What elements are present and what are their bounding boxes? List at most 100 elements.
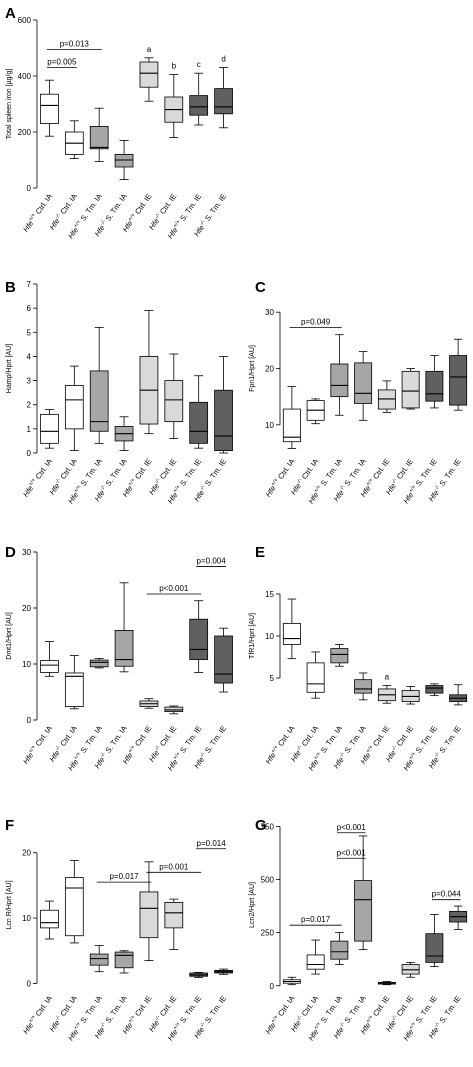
box-2	[330, 932, 349, 965]
genotype-superscript: -/-	[154, 744, 162, 752]
treatment: Ctrl. IE	[394, 457, 416, 483]
box-iqr	[189, 95, 209, 116]
treatment: S. Tm. IA	[102, 724, 128, 756]
treatment: Ctrl. IE	[157, 192, 179, 218]
panel-letter: B	[5, 279, 16, 296]
genotype-superscript: -/-	[433, 484, 441, 492]
treatment: Ctrl. IE	[132, 457, 154, 483]
genotype-superscript: -/-	[54, 1014, 62, 1022]
genotype-superscript: +/+	[408, 1021, 418, 1032]
genotype-superscript: -/-	[199, 219, 207, 227]
p-value-label: p=0.013	[60, 39, 90, 48]
significance-letter: d	[221, 55, 225, 64]
box-0	[40, 900, 59, 940]
box-5	[164, 353, 184, 439]
treatment: Ctrl. IA	[299, 457, 321, 483]
y-tick-label: 10	[265, 632, 274, 641]
box-0	[282, 598, 301, 660]
treatment: Ctrl. IE	[157, 457, 179, 483]
treatment: S. Tm. IE	[436, 994, 462, 1026]
genotype-superscript: -/-	[99, 484, 107, 492]
treatment: S. Tm. IE	[436, 457, 462, 489]
treatment: S. Tm. IE	[202, 192, 228, 224]
box-5	[164, 898, 184, 950]
box-iqr	[425, 370, 444, 402]
box-1	[306, 939, 325, 975]
genotype-superscript: -/-	[338, 1021, 346, 1029]
genotype-superscript: -/-	[99, 1021, 107, 1029]
genotype-superscript: -/-	[199, 484, 207, 492]
treatment: S. Tm. IA	[102, 192, 128, 224]
box-4	[139, 57, 159, 102]
y-tick-label: 10	[265, 421, 274, 430]
genotype-superscript: -/-	[154, 1014, 162, 1022]
y-tick-label: 30	[265, 308, 274, 317]
y-tick-label: 1	[27, 425, 32, 434]
treatment: Ctrl. IA	[32, 192, 54, 218]
y-tick-label: 10	[22, 660, 31, 669]
treatment: Ctrl. IA	[275, 724, 297, 750]
box-2	[330, 644, 349, 667]
treatment: Ctrl. IE	[157, 994, 179, 1020]
box-iqr	[64, 877, 84, 937]
box-iqr	[330, 648, 349, 664]
box-1	[64, 860, 84, 944]
treatment: Ctrl. IA	[32, 457, 54, 483]
box-7	[214, 968, 233, 975]
box-iqr	[377, 389, 396, 410]
treatment: S. Tm. IA	[102, 457, 128, 489]
treatment: Ctrl. IE	[370, 994, 392, 1020]
y-tick-label: 500	[261, 876, 275, 885]
p-value-label: p=0.044	[432, 890, 462, 899]
box-2	[89, 107, 109, 162]
genotype-superscript: -/-	[391, 1014, 399, 1022]
significance-letter: a	[385, 673, 390, 682]
box-5	[401, 686, 420, 705]
box-4	[377, 981, 396, 986]
genotype-superscript: -/-	[199, 751, 207, 759]
treatment: S. Tm. IE	[202, 994, 228, 1026]
genotype-superscript: +/+	[28, 477, 38, 488]
genotype-superscript: +/+	[73, 1021, 83, 1032]
box-3	[114, 582, 134, 673]
genotype-superscript: -/-	[199, 1021, 207, 1029]
y-tick-label: 750	[261, 822, 275, 831]
treatment: S. Tm. IE	[177, 994, 203, 1026]
genotype-superscript: +/+	[172, 751, 182, 762]
significance-letter: b	[172, 62, 177, 71]
y-axis-label: Hamp/Hprt [AU]	[6, 344, 13, 393]
genotype-superscript: +/+	[270, 1014, 280, 1025]
y-tick-label: 200	[18, 128, 32, 137]
genotype-superscript: -/-	[99, 219, 107, 227]
box-1	[64, 365, 84, 451]
box-iqr	[40, 909, 59, 929]
box-iqr	[214, 88, 233, 115]
genotype-superscript: -/-	[296, 477, 304, 485]
genotype-superscript: -/-	[391, 744, 399, 752]
y-axis-label: Lcn2/Hprt [AU]	[249, 882, 256, 928]
box-iqr	[214, 635, 233, 684]
box-0	[282, 386, 301, 449]
box-7	[214, 356, 233, 454]
box-iqr	[64, 672, 84, 707]
y-tick-label: 400	[18, 72, 32, 81]
genotype-superscript: +/+	[408, 751, 418, 762]
significance-letter: c	[197, 60, 201, 69]
box-2	[89, 327, 109, 444]
box-iqr	[189, 618, 209, 660]
box-5	[164, 74, 184, 139]
box-iqr	[330, 363, 349, 398]
box-iqr	[40, 413, 59, 444]
treatment: Ctrl. IA	[57, 192, 79, 218]
treatment: S. Tm. IE	[177, 724, 203, 756]
box-6	[425, 914, 444, 968]
panel-g: G 0 250 500 750 Lcn2/Hprt [AU] p=0.017 p<0.001 p…	[249, 817, 468, 1042]
treatment: Ctrl. IA	[32, 994, 54, 1020]
panel-letter: D	[5, 544, 16, 561]
genotype-superscript: +/+	[73, 219, 83, 230]
y-axis-label: Total spleen iron [µg/g]	[6, 69, 13, 140]
genotype-superscript: +/+	[172, 1021, 182, 1032]
